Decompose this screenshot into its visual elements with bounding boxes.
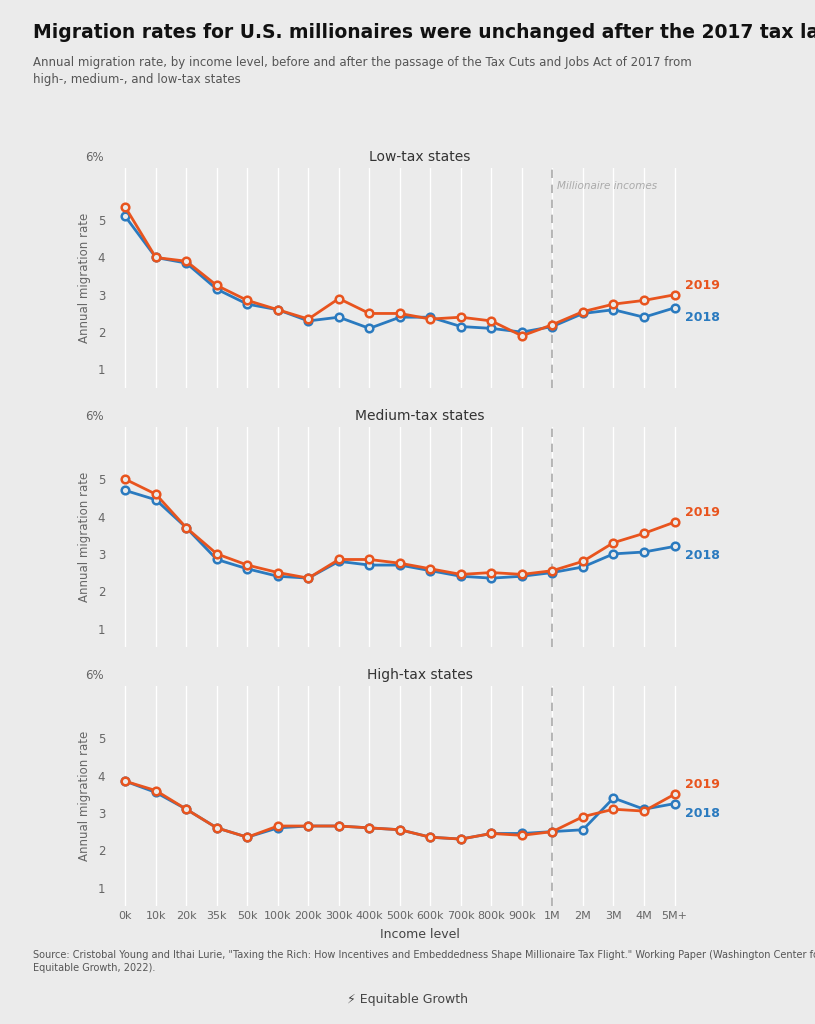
Y-axis label: Annual migration rate: Annual migration rate [77,731,90,861]
Text: 2019: 2019 [685,279,720,292]
Text: ⚡ Equitable Growth: ⚡ Equitable Growth [347,992,468,1006]
X-axis label: Income level: Income level [380,928,460,941]
Title: Medium-tax states: Medium-tax states [355,409,484,423]
Text: 2019: 2019 [685,506,720,519]
Y-axis label: Annual migration rate: Annual migration rate [77,472,90,602]
Y-axis label: Annual migration rate: Annual migration rate [77,213,90,343]
Text: Annual migration rate, by income level, before and after the passage of the Tax : Annual migration rate, by income level, … [33,56,691,86]
Text: 6%: 6% [86,669,104,682]
Title: Low-tax states: Low-tax states [369,150,470,164]
Text: 6%: 6% [86,151,104,164]
Text: 2018: 2018 [685,311,720,324]
Text: Source: Cristobal Young and Ithai Lurie, "Taxing the Rich: How Incentives and Em: Source: Cristobal Young and Ithai Lurie,… [33,950,815,973]
Text: Millionaire incomes: Millionaire incomes [557,181,657,191]
Text: 2018: 2018 [685,550,720,562]
Text: Migration rates for U.S. millionaires were unchanged after the 2017 tax law pass: Migration rates for U.S. millionaires we… [33,23,815,42]
Text: 2018: 2018 [685,807,720,819]
Text: 6%: 6% [86,410,104,423]
Title: High-tax states: High-tax states [367,668,473,682]
Text: 2019: 2019 [685,778,720,792]
